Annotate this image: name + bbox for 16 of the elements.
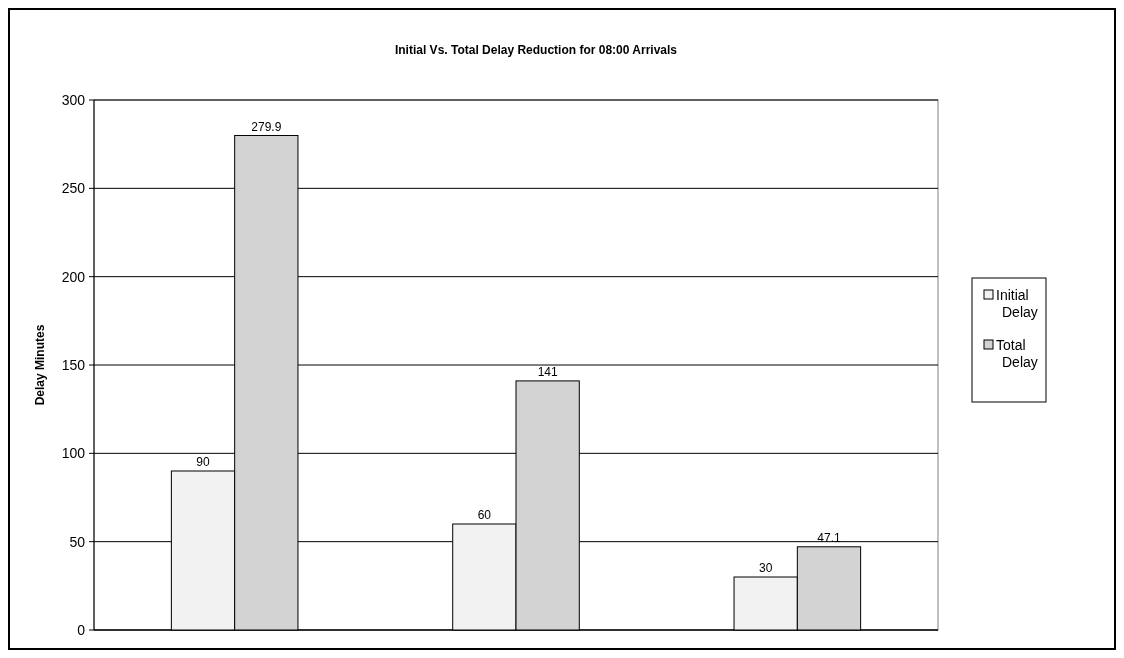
y-tick-label: 100 [61, 445, 86, 462]
data-label: 30 [759, 561, 773, 575]
data-label: 279.9 [251, 119, 282, 134]
legend-label: Total Delay [996, 337, 1038, 370]
y-tick-label: 300 [61, 92, 86, 108]
legend-label: Initial Delay [996, 287, 1038, 320]
chart-title: Initial Vs. Total Delay Reduction for 08:00 Arrivals [394, 43, 678, 57]
data-label: 90 [196, 455, 211, 469]
y-tick-label: 250 [61, 180, 86, 197]
y-tick-label: 0 [77, 622, 86, 638]
data-label: 60 [477, 508, 492, 522]
y-tick-label: 200 [61, 268, 86, 285]
y-tick-label: 150 [61, 357, 86, 373]
data-label: 141 [537, 364, 558, 379]
y-tick-label: 50 [69, 533, 86, 550]
y-axis-title: Delay Minutes [33, 324, 47, 406]
